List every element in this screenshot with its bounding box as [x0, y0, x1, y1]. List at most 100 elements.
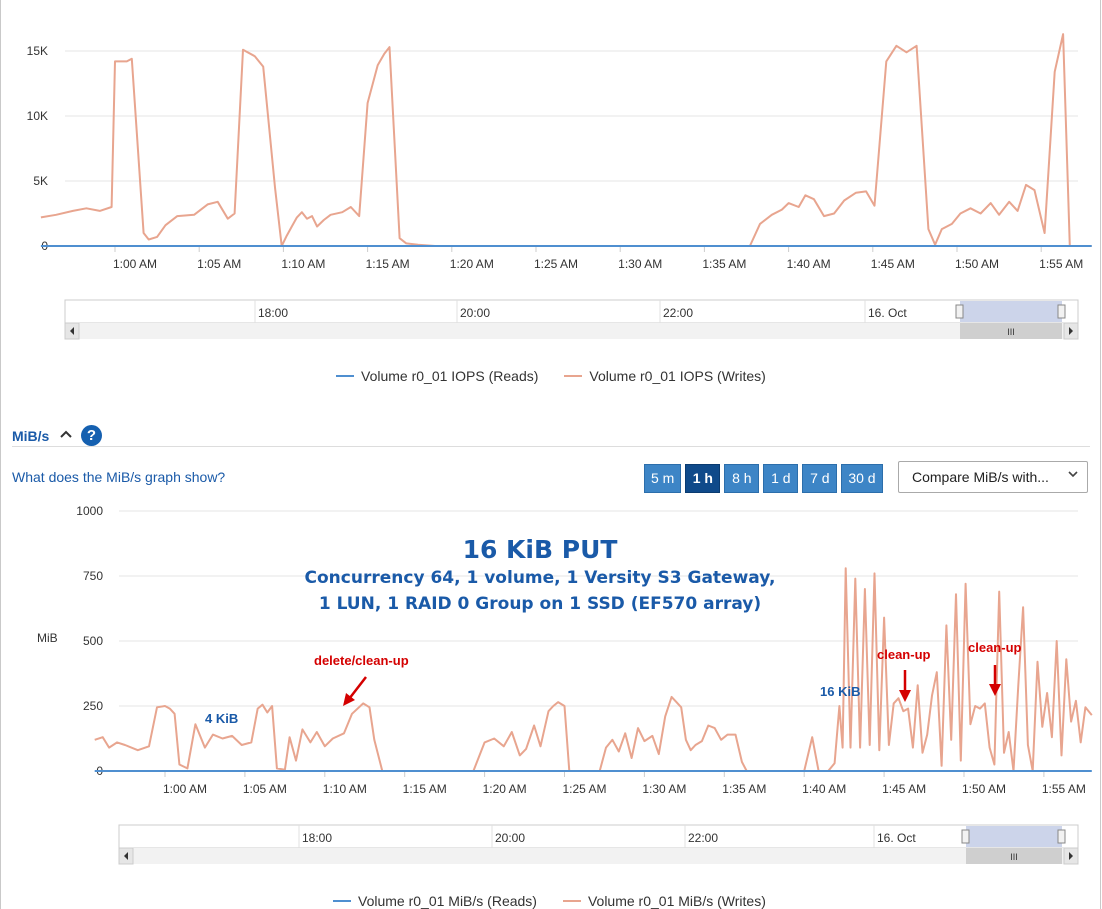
x-tick-label: 1:10 AM: [323, 782, 367, 796]
annotation-cleanup-2: clean-up: [968, 640, 1022, 655]
cleanup-arrow-1-head: [899, 690, 911, 702]
navigator-label: 16. Oct: [877, 831, 916, 845]
arrow-right-icon: [1069, 327, 1073, 335]
x-tick-label: 1:20 AM: [450, 257, 494, 271]
arrow-right-icon: [1069, 852, 1073, 860]
x-tick-label: 1:00 AM: [163, 782, 207, 796]
legend-item-reads[interactable]: Volume r0_01 MiB/s (Reads): [333, 893, 537, 909]
legend-swatch: [336, 375, 354, 377]
mibs-section-header: MiB/s ?: [12, 425, 1090, 447]
navigator-scrollbar-thumb[interactable]: [960, 323, 1062, 339]
annotation-16kib: 16 KiB: [820, 684, 861, 699]
x-tick-label: 1:55 AM: [1039, 257, 1083, 271]
navigator-label: 18:00: [302, 831, 332, 845]
arrow-left-icon: [70, 327, 74, 335]
chevron-down-icon: [1067, 468, 1079, 483]
range-button-5m[interactable]: 5 m: [644, 464, 682, 493]
range-button-8h[interactable]: 8 h: [724, 464, 760, 493]
navigator-label: 18:00: [258, 306, 288, 320]
navigator-handle-right[interactable]: [1057, 829, 1066, 844]
cleanup-arrow-2-head: [989, 684, 1001, 696]
navigator-handle-left[interactable]: [955, 304, 964, 319]
legend-item-reads[interactable]: Volume r0_01 IOPS (Reads): [336, 368, 538, 384]
navigator-scrollbar-thumb[interactable]: [966, 848, 1062, 864]
x-tick-label: 1:25 AM: [562, 782, 606, 796]
y-tick-label: 15K: [27, 44, 48, 58]
x-tick-label: 1:30 AM: [642, 782, 686, 796]
range-button-1h[interactable]: 1 h: [685, 464, 721, 493]
x-tick-label: 1:50 AM: [955, 257, 999, 271]
legend-swatch: [562, 900, 581, 902]
annotation-line-2: 1 LUN, 1 RAID 0 Group on 1 SSD (EF570 ar…: [318, 594, 762, 614]
legend-item-writes[interactable]: Volume r0_01 MiB/s (Writes): [562, 893, 766, 909]
x-tick-label: 1:25 AM: [534, 257, 578, 271]
iops-navigator[interactable]: 18:00 20:00 22:00 16. Oct III: [0, 295, 1102, 345]
chart-annotation-title: 16 KiB PUT Concurrency 64, 1 volume, 1 V…: [300, 534, 780, 617]
y-tick-label: 10K: [27, 109, 48, 123]
y-tick-label: 250: [83, 699, 103, 713]
x-tick-label: 1:20 AM: [483, 782, 527, 796]
navigator-handle-right[interactable]: [1057, 304, 1066, 319]
y-axis-label: MiB: [37, 631, 58, 645]
navigator-selected-range[interactable]: [960, 301, 1062, 322]
legend-swatch: [333, 900, 351, 902]
grip-icon: III: [1007, 327, 1015, 337]
delete-cleanup-arrow: [348, 676, 367, 700]
series-writes-line: [94, 567, 1093, 772]
legend-label: Volume r0_01 IOPS (Reads): [361, 368, 539, 384]
navigator-label: 20:00: [495, 831, 525, 845]
range-button-1d[interactable]: 1 d: [763, 464, 799, 493]
range-button-30d[interactable]: 30 d: [841, 464, 883, 493]
x-tick-label: 1:15 AM: [366, 257, 410, 271]
x-tick-label: 1:55 AM: [1042, 782, 1086, 796]
navigator-selected-range[interactable]: [966, 826, 1062, 847]
compare-select[interactable]: Compare MiB/s with...: [898, 461, 1088, 493]
annotation-delete-cleanup: delete/clean-up: [314, 653, 409, 668]
y-tick-label: 1000: [76, 504, 103, 518]
navigator-scrollbar-track[interactable]: [65, 323, 1078, 339]
mibs-legend: Volume r0_01 MiB/s (Reads) Volume r0_01 …: [333, 893, 766, 909]
annotation-cleanup-1: clean-up: [877, 647, 931, 662]
annotation-4kib: 4 KiB: [205, 711, 239, 726]
legend-item-writes[interactable]: Volume r0_01 IOPS (Writes): [564, 368, 766, 384]
range-button-7d[interactable]: 7 d: [802, 464, 838, 493]
y-tick-label: 5K: [33, 174, 48, 188]
help-link[interactable]: What does the MiB/s graph show?: [12, 469, 226, 485]
help-icon[interactable]: ?: [81, 425, 102, 446]
grip-icon: III: [1010, 852, 1018, 862]
x-tick-label: 1:00 AM: [113, 257, 157, 271]
y-tick-label: 750: [83, 569, 103, 583]
mibs-navigator[interactable]: 18:00 20:00 22:00 16. Oct III: [0, 820, 1102, 870]
navigator-label: 22:00: [663, 306, 693, 320]
x-tick-label: 1:05 AM: [243, 782, 287, 796]
annotation-headline: 16 KiB PUT: [462, 535, 618, 564]
navigator-label: 20:00: [460, 306, 490, 320]
chevron-up-icon[interactable]: [59, 428, 73, 443]
x-tick-label: 1:45 AM: [882, 782, 926, 796]
legend-label: Volume r0_01 MiB/s (Writes): [587, 893, 766, 909]
x-tick-label: 1:15 AM: [403, 782, 447, 796]
x-tick-label: 1:50 AM: [962, 782, 1006, 796]
annotation-line-1: Concurrency 64, 1 volume, 1 Versity S3 G…: [304, 568, 776, 588]
legend-label: Volume r0_01 MiB/s (Reads): [358, 893, 537, 909]
x-tick-label: 1:35 AM: [722, 782, 766, 796]
navigator-scrollbar-track[interactable]: [119, 848, 1078, 864]
navigator-label: 16. Oct: [868, 306, 907, 320]
time-range-buttons: 5 m 1 h 8 h 1 d 7 d 30 d: [644, 464, 883, 493]
legend-swatch: [564, 375, 583, 377]
legend-label: Volume r0_01 IOPS (Writes): [589, 368, 766, 384]
series-writes-line: [40, 33, 1092, 247]
section-title[interactable]: MiB/s: [12, 428, 50, 444]
x-tick-label: 1:10 AM: [281, 257, 325, 271]
delete-cleanup-arrowhead: [343, 693, 355, 706]
x-tick-label: 1:45 AM: [871, 257, 915, 271]
navigator-handle-left[interactable]: [961, 829, 970, 844]
x-tick-label: 1:35 AM: [702, 257, 746, 271]
y-tick-label: 500: [83, 634, 103, 648]
x-tick-label: 1:05 AM: [197, 257, 241, 271]
compare-select-label: Compare MiB/s with...: [912, 469, 1049, 485]
iops-legend: Volume r0_01 IOPS (Reads) Volume r0_01 I…: [336, 368, 766, 384]
x-tick-label: 1:40 AM: [802, 782, 846, 796]
